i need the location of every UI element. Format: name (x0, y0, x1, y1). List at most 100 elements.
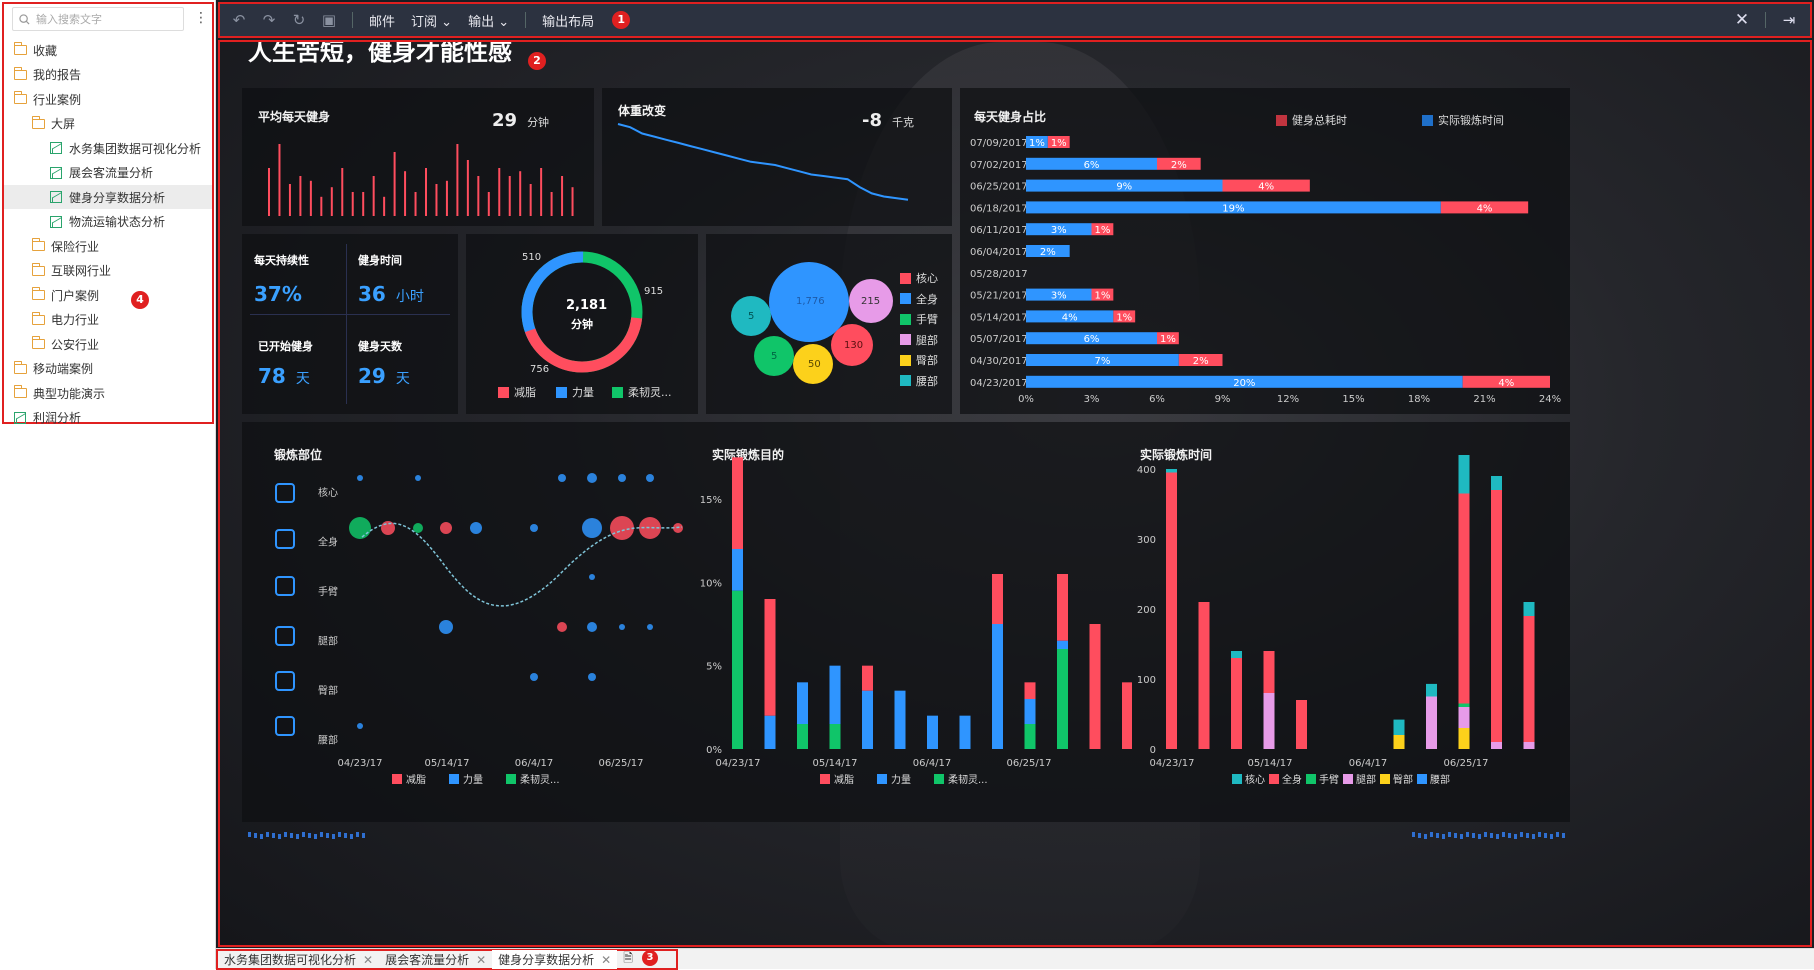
time-bar-segment (1458, 455, 1470, 494)
avg-bar (288, 184, 291, 216)
tree-item[interactable]: 我的报告 (4, 63, 212, 87)
undo-icon[interactable]: ↶ (232, 11, 246, 29)
goal-x-tick: 05/14/17 (813, 758, 858, 769)
close-icon[interactable]: ✕ (363, 952, 374, 967)
stats-divider (346, 244, 347, 404)
goal-bar-segment (927, 715, 938, 749)
more-options-icon[interactable]: ⋮ (194, 10, 208, 26)
body-part-dot (558, 474, 566, 482)
legend-swatch (1343, 774, 1353, 784)
avg-bar (498, 168, 501, 216)
export-menu[interactable]: 输出 ⌄ (460, 11, 517, 30)
bubble-label: 215 (861, 296, 881, 307)
tree-item-label: 物流运输状态分析 (69, 215, 166, 229)
tree-item-label: 公安行业 (51, 337, 100, 352)
decor-dot (362, 833, 365, 838)
tree-item[interactable]: 利润分析 (4, 406, 212, 430)
body-part-dot (587, 622, 597, 632)
hbar-total (1113, 310, 1136, 323)
legend-label: 核心 (1245, 773, 1265, 786)
avg-bar (330, 187, 333, 216)
close-icon[interactable]: ✕ (476, 952, 487, 967)
tree-item-label: 利润分析 (33, 411, 82, 425)
tree-item[interactable]: 行业案例 (4, 87, 212, 111)
legend-label: 减脂 (406, 773, 426, 786)
tree-item[interactable]: 收藏 (4, 38, 212, 62)
bubble-legend-item: 全身 (900, 291, 938, 307)
legend-label: 力量 (463, 773, 483, 786)
refresh-icon[interactable]: ↻ (292, 11, 306, 29)
tree-item[interactable]: 门户案例 (4, 283, 212, 307)
body-part-tick: 04/23/17 (338, 758, 383, 769)
tree-item[interactable]: 电力行业 (4, 308, 212, 332)
hbar-actual (1026, 223, 1092, 236)
close-icon[interactable]: ✕ (601, 952, 612, 967)
bubble-legend-label: 腰部 (916, 374, 938, 388)
hbar-category: 05/21/2017 (970, 291, 1028, 302)
hbar-tick: 9% (1215, 394, 1231, 405)
tree-item[interactable]: 水务集团数据可视化分析 (4, 136, 212, 160)
goal-bar-segment (1024, 724, 1036, 749)
toolbar-divider (352, 12, 353, 28)
avg-bar (320, 196, 323, 216)
search-input[interactable]: 输入搜索文字 (12, 7, 184, 31)
hbar-category: 06/04/2017 (970, 247, 1028, 258)
body-part-dot (440, 522, 452, 534)
avg-bar (561, 176, 564, 216)
tree-item[interactable]: 展会客流量分析 (4, 161, 212, 185)
time-x-tick: 06/4/17 (1349, 758, 1388, 769)
tree-item[interactable]: 大屏 (4, 112, 212, 136)
annotation-badge-3: 3 (642, 950, 658, 966)
redo-icon[interactable]: ↷ (262, 11, 276, 29)
legend-swatch (877, 774, 887, 784)
bubble-chart (731, 262, 893, 384)
tree-item-label: 移动端案例 (33, 362, 94, 376)
dashboard-canvas: 人生苦短，健身才能性感 2 平均每天健身 29 分钟 体重改变 -8 千克 每天持续… (218, 40, 1812, 947)
goal-chart: 15% 10% 5% 0% 04/23/17 05/14/17 06/4/17 06/25/1… (700, 457, 1132, 786)
tree-item-label: 展会客流量分析 (69, 166, 154, 180)
goal-bar-segment (992, 624, 1003, 749)
tree-item[interactable]: 互联网行业 (4, 259, 212, 283)
tab-exhibition[interactable]: 展会客流量分析 ✕ (379, 950, 492, 969)
export-layout-button[interactable]: 输出布局 (542, 14, 595, 30)
bubble-whole (831, 324, 873, 366)
hbar-total (1091, 223, 1114, 236)
goal-bar-segment (732, 549, 743, 591)
tree-item[interactable]: 典型功能演示 (4, 381, 212, 405)
tree-item[interactable]: 公安行业 (4, 332, 212, 356)
save-icon[interactable]: ▣ (321, 11, 337, 29)
body-part-dot (589, 574, 595, 580)
tab-water-group[interactable]: 水务集团数据可视化分析 ✕ (218, 950, 379, 969)
legend-label: 柔韧灵... (520, 774, 560, 786)
bubble-label: 50 (808, 359, 821, 370)
folder-icon (32, 115, 45, 129)
legend-swatch (506, 774, 516, 784)
tree-item[interactable]: 保险行业 (4, 234, 212, 258)
hbar-actual (1026, 310, 1114, 323)
hbar-category: 05/14/2017 (970, 312, 1028, 323)
close-icon[interactable]: ✕ (1734, 10, 1750, 30)
goal-title: 实际锻炼目的 (712, 448, 785, 462)
tree-item[interactable]: 移动端案例 (4, 357, 212, 381)
hbar-total (1091, 288, 1114, 301)
tree-item[interactable]: 健身分享数据分析 (4, 185, 212, 209)
decor-dot (1448, 832, 1451, 837)
hbar-actual (1026, 332, 1157, 345)
daily-ratio-panel: 每天健身占比 健身总耗时 实际锻炼时间 07/09/2017 1% 1% 07/02/… (960, 88, 1570, 414)
tree-item-label: 健身分享数据分析 (69, 190, 166, 205)
hbar-total (1047, 136, 1070, 148)
exit-fullscreen-icon[interactable]: ⇥ (1782, 11, 1796, 29)
tree-item[interactable]: 物流运输状态分析 (4, 210, 212, 234)
time-bar-segment (1523, 602, 1535, 616)
subscribe-menu[interactable]: 订阅 ⌄ (403, 11, 460, 30)
mail-button[interactable]: 邮件 (369, 14, 396, 30)
tree-item-label: 我的报告 (33, 68, 82, 82)
tab-fitness[interactable]: 健身分享数据分析 ✕ (492, 950, 618, 969)
tab-list-icon[interactable]: 🗎 (617, 950, 639, 969)
time-y-tick: 400 (1137, 465, 1156, 476)
decor-dot (1418, 833, 1421, 838)
weight-change-chart (617, 123, 909, 201)
decor-dot (1430, 832, 1433, 837)
bubble-legend-item: 臀部 (900, 352, 938, 368)
body-part-dot (530, 673, 538, 681)
